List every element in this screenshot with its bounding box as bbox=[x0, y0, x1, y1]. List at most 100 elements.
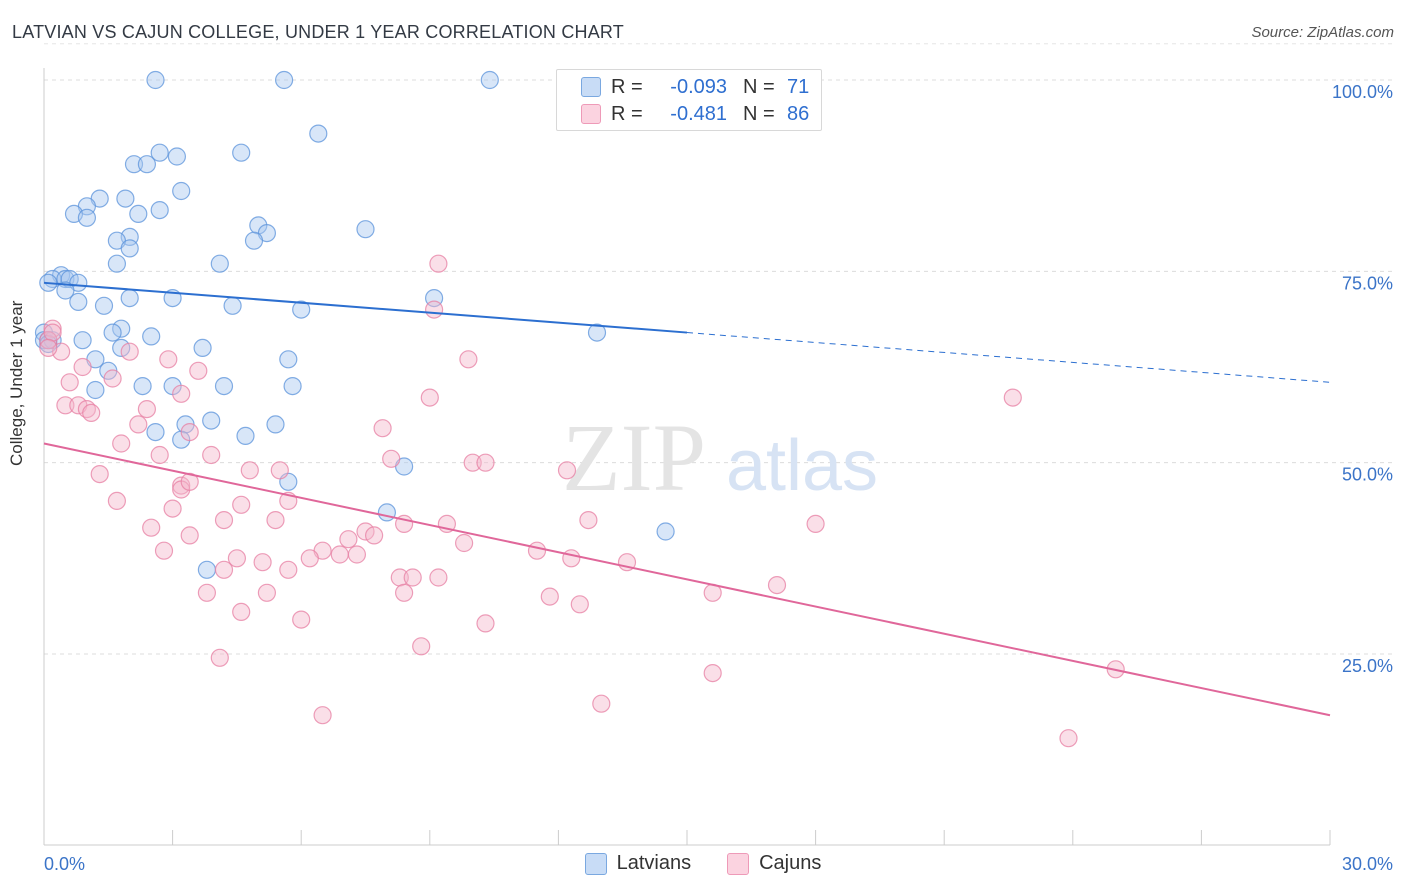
latvian-point bbox=[137, 155, 156, 174]
watermark-atlas: atlas bbox=[726, 426, 878, 506]
latvian-point bbox=[244, 231, 264, 250]
cajun-point bbox=[373, 419, 392, 438]
cajun-point bbox=[382, 449, 401, 468]
latvians-swatch bbox=[581, 77, 601, 97]
watermark: ZIP atlas bbox=[562, 404, 878, 511]
cajun-point bbox=[540, 587, 559, 606]
cajun-point bbox=[806, 514, 825, 534]
cajun-point bbox=[557, 461, 577, 480]
r-value: -0.481 bbox=[670, 102, 727, 125]
legend-label: Cajuns bbox=[759, 852, 822, 874]
cajun-point bbox=[103, 369, 122, 388]
cajun-point bbox=[82, 403, 101, 422]
r-label: R = bbox=[611, 102, 643, 125]
latvian-point bbox=[214, 377, 234, 396]
latvian-point bbox=[116, 189, 135, 208]
cajun-point bbox=[180, 423, 199, 442]
cajun-point bbox=[232, 495, 251, 514]
cajun-point bbox=[154, 541, 174, 560]
latvian-point bbox=[232, 143, 251, 162]
cajun-point bbox=[120, 342, 139, 361]
cajun-point bbox=[257, 583, 276, 602]
cajuns-swatch bbox=[581, 104, 601, 124]
cajun-point bbox=[189, 361, 208, 380]
cajun-point bbox=[112, 434, 131, 453]
y-tick-label: 100.0% bbox=[1332, 82, 1393, 102]
latvian-point bbox=[120, 239, 139, 258]
cajun-point bbox=[703, 663, 722, 683]
n-value: 86 bbox=[787, 102, 810, 125]
cajun-point bbox=[163, 499, 182, 518]
cajun-point bbox=[403, 568, 422, 587]
legend-label: Latvians bbox=[616, 852, 692, 874]
n-value: 71 bbox=[787, 75, 810, 98]
cajun-point bbox=[270, 461, 289, 480]
cajun-point bbox=[313, 706, 332, 725]
cajun-point bbox=[172, 476, 191, 495]
cajun-point bbox=[90, 465, 109, 484]
cajun-point bbox=[339, 530, 358, 549]
cajun-point bbox=[429, 254, 448, 273]
cajun-point bbox=[214, 560, 234, 579]
legend-item-cajuns[interactable]: Cajuns bbox=[727, 852, 821, 875]
latvian-point bbox=[69, 292, 88, 311]
latvian-point bbox=[587, 323, 607, 342]
latvian-point bbox=[77, 208, 97, 227]
latvian-point bbox=[210, 254, 229, 273]
cajun-point bbox=[395, 583, 414, 602]
cajun-point bbox=[253, 553, 272, 572]
cajun-point bbox=[429, 568, 448, 587]
tick-labels: 100.0% 75.0% 50.0% 25.0% 0.0% 30.0% bbox=[44, 82, 1393, 874]
latvian-point bbox=[167, 147, 186, 166]
cajun-point bbox=[159, 350, 178, 369]
latvian-point bbox=[133, 377, 152, 396]
latvian-point bbox=[112, 319, 131, 338]
cajun-point bbox=[39, 338, 58, 357]
y-tick-label: 25.0% bbox=[1342, 656, 1393, 676]
cajun-point bbox=[142, 518, 161, 537]
latvian-point bbox=[129, 204, 148, 223]
watermark-zip: ZIP bbox=[562, 404, 706, 511]
cajun-point bbox=[476, 614, 495, 633]
cajun-point bbox=[300, 549, 319, 568]
latvian-point bbox=[172, 181, 191, 201]
cajun-point bbox=[43, 323, 62, 342]
latvian-point bbox=[279, 350, 298, 369]
cajun-point bbox=[579, 510, 598, 530]
latvian-point bbox=[193, 338, 212, 357]
cajun-point bbox=[210, 648, 229, 667]
cajun-point bbox=[476, 453, 495, 472]
latvian-point bbox=[275, 70, 294, 90]
legend-item-latvians[interactable]: Latvians bbox=[584, 852, 692, 875]
trend-lines bbox=[43, 281, 1331, 717]
latvian-point bbox=[266, 415, 285, 434]
cajun-point bbox=[347, 545, 366, 564]
axes bbox=[43, 68, 1331, 846]
cajun-point bbox=[562, 549, 581, 568]
cajun-point bbox=[227, 549, 246, 568]
latvian-point bbox=[107, 254, 127, 273]
cajun-trend-line bbox=[43, 442, 1331, 717]
cajun-point bbox=[150, 445, 169, 465]
cajun-point bbox=[459, 350, 478, 369]
chart-title: LATVIAN VS CAJUN COLLEGE, UNDER 1 YEAR C… bbox=[12, 22, 625, 42]
n-label: N = bbox=[743, 102, 775, 125]
cajun-point bbox=[214, 510, 234, 530]
latvian-point bbox=[377, 503, 396, 522]
cajun-point bbox=[412, 637, 431, 656]
correlation-legend: R = -0.093 N = 71 R = -0.481 N = 86 bbox=[556, 69, 822, 131]
latvian-point bbox=[86, 380, 105, 400]
latvian-point bbox=[283, 377, 302, 396]
legend-row-latvians: R = -0.093 N = 71 bbox=[581, 74, 809, 100]
y-tick-label: 75.0% bbox=[1342, 273, 1393, 293]
latvian-point bbox=[60, 269, 79, 289]
latvian-point bbox=[197, 560, 216, 579]
latvian-point bbox=[94, 296, 114, 315]
latvian-point bbox=[124, 155, 144, 174]
latvian-point bbox=[73, 331, 92, 350]
cajun-point bbox=[107, 491, 127, 510]
latvian-point bbox=[356, 220, 375, 239]
cajun-point bbox=[129, 415, 148, 434]
latvian-point bbox=[146, 423, 165, 442]
